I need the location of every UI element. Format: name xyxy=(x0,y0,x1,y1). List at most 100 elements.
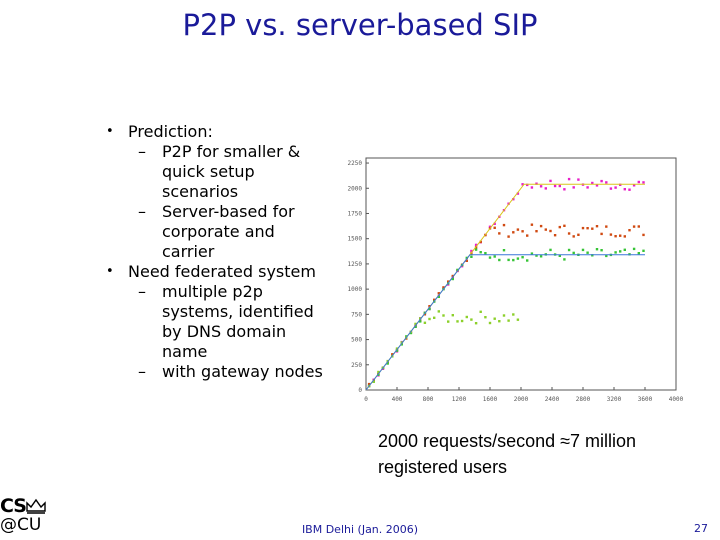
caption-line: 2000 requests/second ≈7 million xyxy=(378,431,637,451)
data-point xyxy=(563,188,566,191)
data-point xyxy=(567,177,571,181)
data-point xyxy=(502,223,506,227)
data-point xyxy=(586,251,589,254)
data-point xyxy=(521,230,524,233)
data-point xyxy=(539,185,543,188)
data-point xyxy=(600,179,603,183)
series-line xyxy=(365,183,645,391)
data-point xyxy=(451,277,454,281)
chart-caption: 2000 requests/second ≈7 million register… xyxy=(378,428,636,480)
data-point xyxy=(512,313,515,316)
logo-text: CS xyxy=(0,495,27,517)
bullet-item: • Need federated system xyxy=(96,262,328,282)
data-point xyxy=(549,229,552,233)
data-point xyxy=(516,318,520,321)
data-point xyxy=(628,188,631,191)
sub-bullet-text: Server-based for corporate and carrier xyxy=(162,202,295,261)
data-point xyxy=(572,235,575,238)
data-point xyxy=(619,183,622,186)
x-tick-label: 1200 xyxy=(452,396,467,403)
x-tick-label: 1600 xyxy=(483,396,498,403)
data-point xyxy=(535,230,538,233)
y-tick-label: 2000 xyxy=(348,185,363,192)
data-point xyxy=(567,232,571,235)
data-point xyxy=(484,252,487,255)
data-point xyxy=(530,186,534,189)
data-point xyxy=(516,228,520,231)
data-point xyxy=(526,234,529,237)
data-point xyxy=(558,184,561,188)
bullet-list: • Prediction: – P2P for smaller & quick … xyxy=(96,122,328,382)
data-point xyxy=(447,280,450,283)
data-point xyxy=(632,247,636,251)
data-point xyxy=(456,268,459,272)
data-point xyxy=(493,226,496,229)
logo-text: @CU xyxy=(0,515,42,535)
sub-bullet-item: – multiple p2p systems, identified by DN… xyxy=(96,282,328,362)
data-point xyxy=(614,186,617,189)
dash-icon: – xyxy=(138,282,146,301)
data-point xyxy=(409,331,413,335)
data-point xyxy=(581,226,585,230)
data-point xyxy=(367,382,371,386)
data-point xyxy=(600,232,603,236)
data-point xyxy=(460,319,464,323)
data-point xyxy=(512,231,515,234)
data-point xyxy=(433,316,436,319)
data-point xyxy=(623,248,626,251)
data-point xyxy=(419,317,422,320)
x-tick-label: 2800 xyxy=(576,396,591,403)
data-point xyxy=(526,259,529,262)
data-point xyxy=(642,181,645,184)
sub-bullet-text: with gateway nodes xyxy=(162,362,323,381)
data-point xyxy=(465,256,468,260)
data-point xyxy=(642,233,645,237)
data-point xyxy=(465,259,468,262)
data-point xyxy=(637,252,640,255)
y-tick-label: 0 xyxy=(358,387,362,394)
sub-bullet-item: – Server-based for corporate and carrier xyxy=(96,202,328,262)
bullet-icon: • xyxy=(106,264,114,279)
data-point xyxy=(470,318,473,321)
data-point xyxy=(391,353,394,356)
data-point xyxy=(581,248,585,252)
data-point xyxy=(539,255,543,258)
columbia-cs-logo: CS @CU xyxy=(0,495,48,540)
data-point xyxy=(619,250,622,253)
bullet-text: Prediction: xyxy=(128,122,213,141)
data-point xyxy=(465,315,468,319)
data-point xyxy=(400,341,403,344)
data-point xyxy=(595,225,599,228)
series-line xyxy=(365,254,645,391)
data-point xyxy=(493,222,496,225)
data-point xyxy=(377,370,380,374)
data-point xyxy=(423,313,427,316)
data-point xyxy=(433,298,436,301)
bullet-item: • Prediction: xyxy=(96,122,328,142)
data-point xyxy=(609,233,613,236)
data-point xyxy=(619,234,622,237)
data-point xyxy=(395,347,399,350)
data-point xyxy=(609,187,613,190)
x-tick-label: 3600 xyxy=(638,396,653,403)
data-point xyxy=(628,229,631,232)
data-point xyxy=(553,234,557,237)
data-point xyxy=(479,310,482,313)
data-point xyxy=(470,249,473,253)
y-tick-label: 750 xyxy=(351,311,362,318)
data-point xyxy=(474,248,478,251)
y-tick-label: 250 xyxy=(351,362,362,369)
data-point xyxy=(558,254,561,257)
data-point xyxy=(516,257,520,260)
x-tick-label: 2400 xyxy=(545,396,560,403)
data-point xyxy=(372,380,375,383)
x-tick-label: 4000 xyxy=(669,396,684,403)
data-point xyxy=(577,178,580,181)
data-point xyxy=(586,227,589,230)
data-point xyxy=(456,320,459,323)
data-point xyxy=(414,322,417,326)
data-point xyxy=(521,183,524,186)
data-point xyxy=(595,184,599,187)
data-point xyxy=(377,373,380,376)
data-point xyxy=(502,249,506,252)
